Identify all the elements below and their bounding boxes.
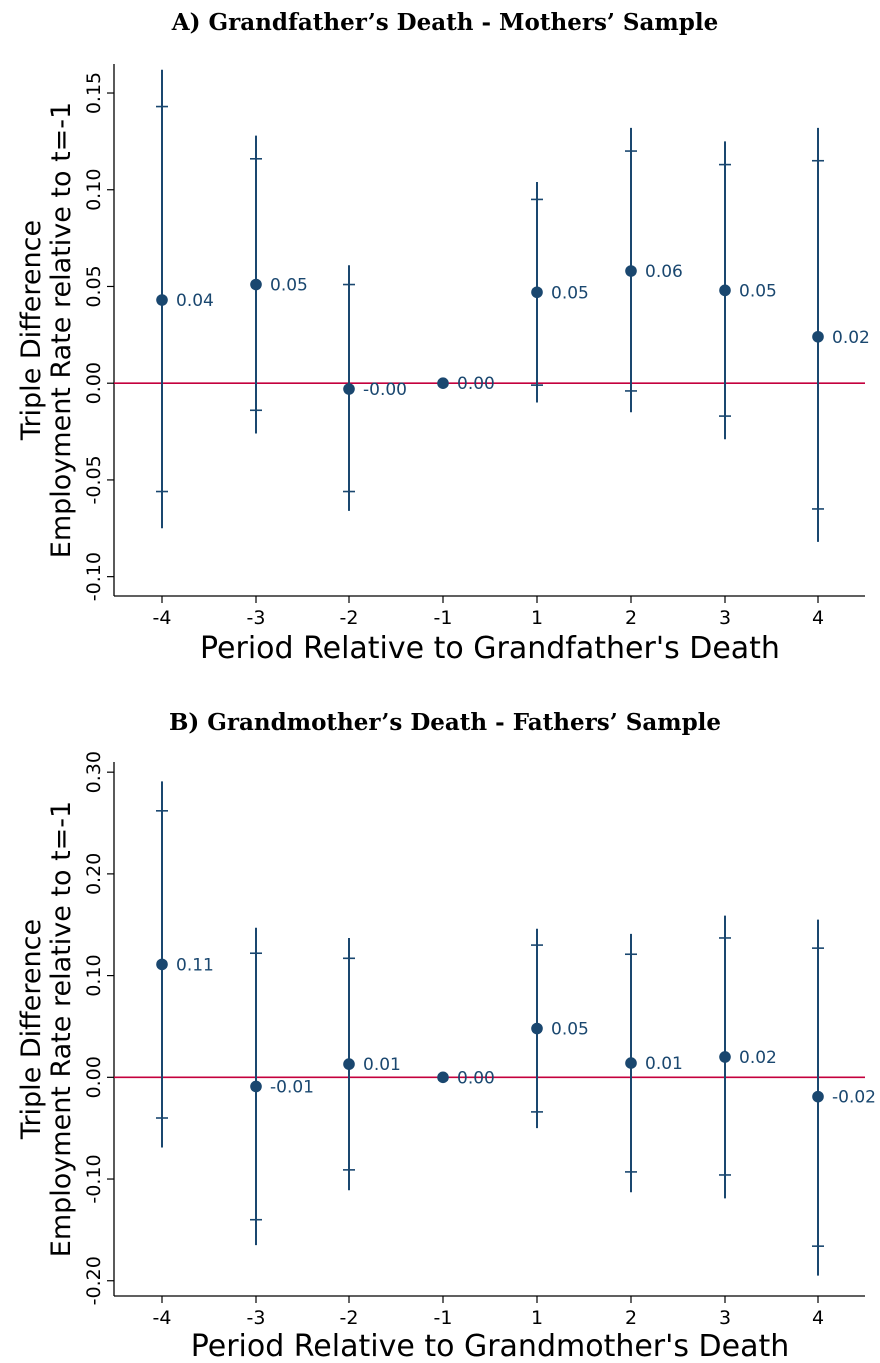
y-tick-label: 0.10 xyxy=(83,169,105,211)
point-marker xyxy=(719,1051,731,1063)
point-marker xyxy=(343,1058,355,1070)
data-point-group: 0.02 xyxy=(812,127,870,542)
x-tick-label: 1 xyxy=(531,1307,543,1329)
data-point-group: -0.01 xyxy=(250,927,314,1246)
point-value-label: 0.00 xyxy=(457,374,495,394)
point-value-label: 0.00 xyxy=(457,1068,495,1088)
x-tick-label: -4 xyxy=(153,1307,172,1329)
point-value-label: 0.04 xyxy=(176,291,214,311)
y-tick-label: 0.00 xyxy=(83,362,105,404)
data-point-group: 0.05 xyxy=(531,928,589,1129)
point-value-label: 0.05 xyxy=(551,283,589,303)
point-marker xyxy=(343,383,355,395)
point-value-label: 0.05 xyxy=(739,281,777,301)
data-point-group: 0.01 xyxy=(625,933,683,1193)
y-tick-label: -0.10 xyxy=(83,552,105,601)
x-tick-label: 3 xyxy=(719,607,731,629)
point-marker xyxy=(250,278,262,291)
y-tick-label: 0.10 xyxy=(83,954,105,996)
point-marker xyxy=(625,1057,637,1069)
point-marker xyxy=(531,1022,543,1035)
point-marker xyxy=(156,958,168,971)
x-tick-label: 2 xyxy=(625,607,637,629)
point-marker xyxy=(812,1090,824,1103)
y-tick-label: 0.00 xyxy=(83,1056,105,1098)
point-value-label: 0.01 xyxy=(645,1054,683,1074)
point-value-label: -0.01 xyxy=(270,1077,314,1097)
chart-title: B) Grandmother’s Death - Fathers’ Sample xyxy=(169,709,721,736)
data-point-group: 0.02 xyxy=(719,915,777,1199)
point-marker xyxy=(625,265,637,277)
x-axis-label: Period Relative to Grandmother's Death xyxy=(191,1329,790,1363)
y-axis-label: Employment Rate relative to t=-1 xyxy=(46,801,77,1257)
data-point-group: 0.05 xyxy=(250,135,308,434)
point-value-label: 0.05 xyxy=(270,276,308,296)
y-tick-label: 0.30 xyxy=(83,751,105,793)
data-point-group: -0.00 xyxy=(343,265,407,511)
y-axis-label: Triple Difference xyxy=(16,220,47,441)
point-marker xyxy=(531,286,543,299)
x-tick-label: -3 xyxy=(247,1307,266,1329)
chart-title: A) Grandfather’s Death - Mothers’ Sample xyxy=(171,9,718,36)
point-value-label: 0.02 xyxy=(832,328,870,348)
data-point-group: 0.06 xyxy=(625,127,683,413)
x-tick-label: 1 xyxy=(531,607,543,629)
data-point-group: 0.00 xyxy=(437,1068,495,1088)
data-point-group: 0.01 xyxy=(343,937,401,1191)
point-value-label: 0.11 xyxy=(176,955,214,975)
point-value-label: -0.02 xyxy=(832,1088,876,1108)
x-tick-label: -4 xyxy=(153,607,172,629)
x-tick-label: 4 xyxy=(812,1307,824,1329)
point-marker xyxy=(719,284,731,297)
x-tick-label: -2 xyxy=(340,1307,359,1329)
x-tick-label: 4 xyxy=(812,607,824,629)
y-tick-label: -0.05 xyxy=(83,455,105,504)
y-tick-label: -0.20 xyxy=(83,1256,105,1305)
y-tick-label: 0.20 xyxy=(83,853,105,895)
chart-panel-b: B) Grandmother’s Death - Fathers’ Sample… xyxy=(16,709,876,1363)
y-tick-label: -0.10 xyxy=(83,1154,105,1203)
x-tick-label: -1 xyxy=(434,607,453,629)
point-marker xyxy=(812,330,824,343)
y-axis-label: Triple Difference xyxy=(16,919,47,1140)
point-marker xyxy=(250,1080,262,1093)
y-tick-label: 0.15 xyxy=(83,72,105,114)
y-tick-label: 0.05 xyxy=(83,265,105,307)
point-marker xyxy=(156,294,168,306)
point-value-label: 0.06 xyxy=(645,262,683,282)
data-point-group: 0.11 xyxy=(156,781,214,1148)
y-axis-label: Employment Rate relative to t=-1 xyxy=(46,102,77,558)
data-point-group: 0.05 xyxy=(531,182,589,403)
point-value-label: -0.00 xyxy=(363,380,407,400)
x-axis-label: Period Relative to Grandfather's Death xyxy=(200,631,780,666)
data-point-group: 0.00 xyxy=(437,374,495,394)
x-tick-label: 3 xyxy=(719,1307,731,1329)
x-tick-label: 2 xyxy=(625,1307,637,1329)
point-value-label: 0.05 xyxy=(551,1019,589,1039)
data-point-group: 0.05 xyxy=(719,141,777,440)
x-tick-label: -1 xyxy=(434,1307,453,1329)
point-value-label: 0.01 xyxy=(363,1055,401,1075)
point-value-label: 0.02 xyxy=(739,1048,777,1068)
data-point-group: 0.04 xyxy=(156,69,214,529)
chart-panel-a: A) Grandfather’s Death - Mothers’ Sample… xyxy=(16,9,870,666)
x-tick-label: -2 xyxy=(340,607,359,629)
point-marker xyxy=(437,377,449,390)
point-marker xyxy=(437,1071,449,1084)
data-point-group: -0.02 xyxy=(812,919,876,1276)
x-tick-label: -3 xyxy=(247,607,266,629)
